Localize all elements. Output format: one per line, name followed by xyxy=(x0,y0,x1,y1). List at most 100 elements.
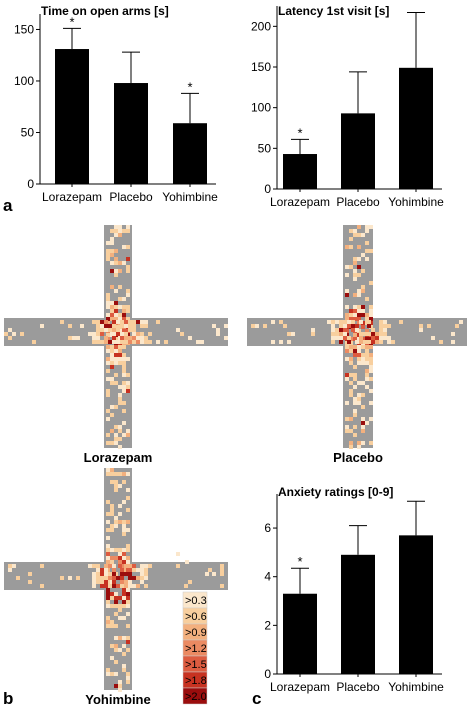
heat-cell xyxy=(106,361,110,365)
heat-cell xyxy=(353,377,357,381)
heat-cell xyxy=(220,568,224,572)
heat-cell xyxy=(375,336,379,340)
maze-heatmap-lorazepam xyxy=(4,225,228,449)
heat-cell xyxy=(96,568,100,572)
heat-cell xyxy=(357,293,361,297)
heat-cell xyxy=(106,313,110,317)
heat-cell xyxy=(110,413,114,417)
heat-cell xyxy=(345,245,349,249)
heat-cell xyxy=(106,596,110,600)
heat-cell xyxy=(122,528,126,532)
heat-cell xyxy=(106,257,110,261)
heat-cell xyxy=(335,336,339,340)
heat-cell xyxy=(311,332,315,336)
heat-cell xyxy=(114,592,118,596)
heat-cell xyxy=(176,552,180,556)
heat-cell xyxy=(144,576,148,580)
heat-cell xyxy=(122,636,126,640)
heat-cell xyxy=(361,325,365,329)
heat-cell xyxy=(114,556,118,560)
bar xyxy=(55,49,89,184)
heat-cell xyxy=(132,320,136,324)
heat-cell xyxy=(118,552,122,556)
heat-cell xyxy=(122,520,126,524)
y-tick-label: 2 xyxy=(264,618,271,632)
heat-cell xyxy=(114,357,118,361)
heat-cell xyxy=(339,320,343,324)
significance-marker: * xyxy=(297,125,302,140)
heat-cell xyxy=(459,320,463,324)
heat-cell xyxy=(122,652,126,656)
heat-cell xyxy=(419,328,423,332)
heat-cell xyxy=(108,576,112,580)
heat-cell xyxy=(88,564,92,568)
heat-cell xyxy=(349,445,353,449)
heat-cell xyxy=(176,564,180,568)
heat-cell xyxy=(387,324,391,328)
heat-cell xyxy=(331,324,335,328)
heat-cell xyxy=(353,257,357,261)
heat-cell xyxy=(114,249,118,253)
heat-cell xyxy=(118,616,122,620)
heat-cell xyxy=(106,349,110,353)
heat-cell xyxy=(349,317,353,321)
heat-cell xyxy=(112,332,116,336)
category-label: Placebo xyxy=(336,680,380,694)
heat-cell xyxy=(106,433,110,437)
heat-cell xyxy=(263,324,267,328)
heat-cell xyxy=(331,336,335,340)
heat-cell xyxy=(136,320,140,324)
heat-cell xyxy=(365,257,369,261)
heat-cell xyxy=(331,328,335,332)
heat-cell xyxy=(122,421,126,425)
heat-cell xyxy=(361,233,365,237)
heat-cell xyxy=(112,320,116,324)
heat-cell xyxy=(114,520,118,524)
heat-cell xyxy=(110,441,114,445)
heat-cell xyxy=(114,309,118,313)
heat-cell xyxy=(28,580,32,584)
heat-cell xyxy=(92,332,96,336)
heat-cell xyxy=(144,340,148,344)
heat-cell xyxy=(176,328,180,332)
heat-cell xyxy=(375,340,379,344)
heat-cell xyxy=(357,309,361,313)
heat-cell xyxy=(353,277,357,281)
panel-label-c: c xyxy=(252,689,261,708)
heat-cell xyxy=(8,328,12,332)
heat-cell xyxy=(363,340,367,344)
heat-cell xyxy=(114,361,118,365)
heat-cell xyxy=(361,353,365,357)
heat-cell xyxy=(110,285,114,289)
y-tick-label: 150 xyxy=(14,22,34,36)
heat-cell xyxy=(335,332,339,336)
heat-cell xyxy=(106,624,110,628)
heat-cell xyxy=(200,340,204,344)
heat-cell xyxy=(144,336,148,340)
heat-cell xyxy=(96,332,100,336)
heat-cell xyxy=(118,317,122,321)
heat-cell xyxy=(124,332,128,336)
heat-cell xyxy=(353,401,357,405)
heat-cell xyxy=(114,381,118,385)
heat-cell xyxy=(140,336,144,340)
heat-cell xyxy=(118,564,122,568)
heat-cell xyxy=(439,340,443,344)
heat-cell xyxy=(148,340,152,344)
heat-cell xyxy=(92,320,96,324)
heat-cell xyxy=(353,337,357,341)
heat-cell xyxy=(126,225,130,229)
heat-cell xyxy=(357,361,361,365)
heat-cell xyxy=(357,305,361,309)
heat-cell xyxy=(122,500,126,504)
heat-cell xyxy=(106,301,110,305)
heat-cell xyxy=(118,429,122,433)
category-label: Yohimbine xyxy=(388,195,444,209)
heat-cell xyxy=(126,520,130,524)
heat-cell xyxy=(164,340,168,344)
heat-cell xyxy=(349,429,353,433)
heat-cell xyxy=(120,320,124,324)
heat-cell xyxy=(132,328,136,332)
heat-cell xyxy=(353,345,357,349)
heat-cell xyxy=(76,576,80,580)
